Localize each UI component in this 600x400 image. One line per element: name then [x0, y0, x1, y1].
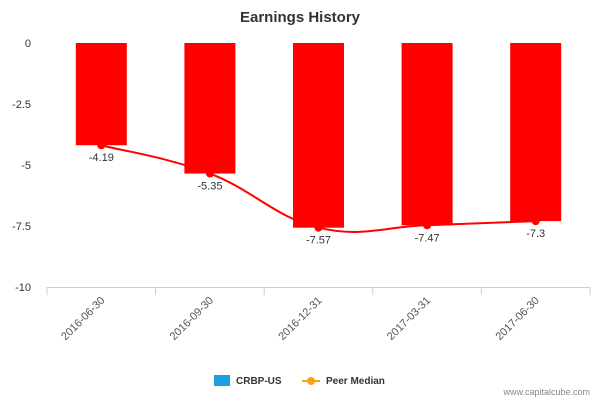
peer-median-point[interactable]	[205, 169, 214, 178]
x-tick-label: 2016-09-30	[168, 295, 216, 343]
legend[interactable]: CRBP-US Peer Median	[214, 375, 385, 387]
bar[interactable]	[184, 43, 236, 174]
x-tick-label: 2016-06-30	[59, 295, 107, 343]
peer-median-point[interactable]	[97, 141, 106, 150]
watermark: www.capitalcube.com	[502, 387, 590, 397]
bar[interactable]	[293, 43, 344, 228]
legend-label-crbp: CRBP-US	[236, 376, 282, 387]
bar[interactable]	[401, 43, 453, 226]
x-tick-label: 2017-03-31	[385, 295, 433, 343]
y-tick-label: 0	[25, 38, 31, 50]
y-axis: 0 -2.5 -5 -7.5 -10	[12, 38, 31, 294]
x-tick-label: 2016-12-31	[276, 295, 324, 343]
bar[interactable]	[510, 43, 562, 222]
x-axis: 2016-06-30 2016-09-30 2016-12-31 2017-03-31…	[46, 287, 591, 343]
data-label: -7.47	[415, 232, 440, 244]
peer-median-point[interactable]	[423, 221, 432, 230]
data-label: -7.57	[306, 235, 331, 247]
x-tick-label: 2017-06-30	[494, 295, 542, 343]
data-label: -7.3	[526, 228, 545, 240]
y-tick-label: -5	[21, 160, 31, 172]
data-label: -5.35	[197, 181, 222, 193]
peer-median-point[interactable]	[531, 217, 540, 226]
y-tick-label: -10	[15, 282, 31, 294]
peer-median-series	[97, 141, 540, 233]
data-label: -4.19	[89, 152, 114, 164]
chart-title: Earnings History	[240, 9, 361, 26]
bar[interactable]	[75, 43, 127, 146]
legend-swatch-crbp	[214, 375, 230, 386]
bar-series	[75, 43, 562, 228]
data-labels: -4.19 -5.35 -7.57 -7.47 -7.3	[89, 152, 545, 246]
y-tick-label: -7.5	[12, 221, 31, 233]
peer-median-point[interactable]	[314, 223, 323, 232]
legend-swatch-peer-marker	[307, 377, 315, 385]
y-tick-label: -2.5	[12, 99, 31, 111]
legend-label-peer-median: Peer Median	[326, 376, 385, 387]
